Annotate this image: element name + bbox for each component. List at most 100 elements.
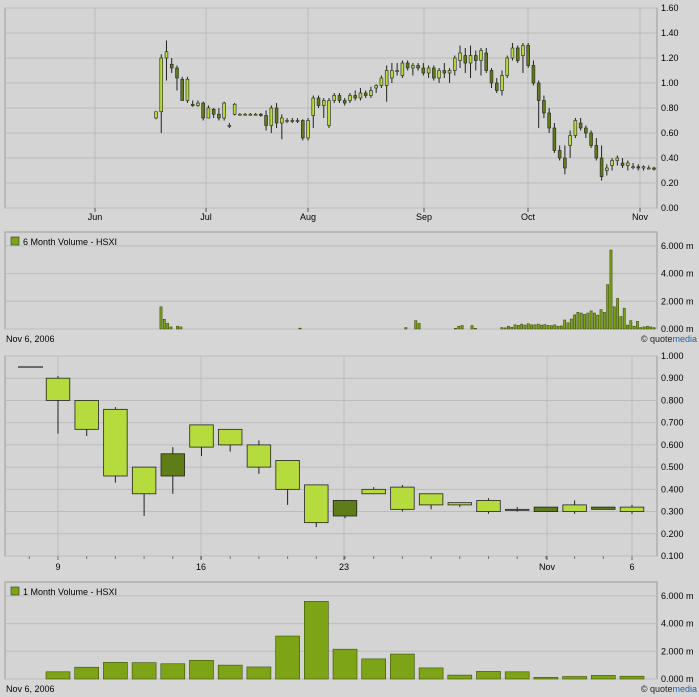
price-1m-candle-body [562, 504, 587, 512]
volume-bar [275, 635, 300, 680]
price-6m-candle-body [175, 67, 179, 79]
price-6m-candle-body [479, 50, 483, 61]
price-6m-candle-body [232, 103, 237, 115]
price-6m-candle-body [290, 120, 295, 122]
price-1m-candle-body [275, 460, 300, 490]
price-6m-candle-body [154, 111, 158, 119]
price-6m-ytick-label: 1.60 [661, 3, 679, 13]
price-6m-candle-body [301, 120, 305, 139]
price-1m-candle-body [74, 400, 99, 430]
price-6m-candle-body [363, 92, 368, 96]
price-6m-candle-body [342, 100, 347, 104]
price-6m-xtick-label: Oct [521, 212, 536, 222]
price-6m-candle-body [353, 95, 357, 99]
price-6m-candle-body [474, 55, 478, 61]
volume-bar [159, 306, 163, 330]
price-1m-candle-body [218, 428, 243, 446]
price-1m-ytick-label: 0.400 [661, 484, 684, 494]
volume-bar [645, 325, 649, 330]
price-1m-candle-body [591, 506, 616, 510]
price-1m-candle-body [189, 424, 214, 448]
volume-bar [589, 310, 593, 330]
volume-bar [562, 676, 587, 680]
price-6m-candle-body [400, 62, 405, 76]
price-1m-candle-body [418, 493, 444, 506]
volume-bar [602, 312, 606, 330]
price-6m-ytick-label: 0.00 [661, 203, 679, 213]
price-6m-xtick-label: Sep [416, 212, 432, 222]
volume-ytick-label: 4.000 m [661, 269, 694, 279]
volume-bar [569, 318, 573, 330]
volume-bar [507, 325, 510, 330]
price-1m-ytick-label: 0.200 [661, 529, 684, 539]
price-6m-candle-body [584, 127, 588, 134]
price-1m-candle-body [304, 484, 329, 524]
volume-bar [652, 327, 656, 330]
price-6m-candle-body [206, 107, 211, 119]
price-6m-candle-body [468, 55, 473, 64]
volume-bar [619, 675, 645, 680]
volume-bar [526, 323, 530, 330]
price-6m-candle-body [295, 120, 300, 122]
price-6m-candle-body [238, 113, 242, 116]
price-6m-candle-body [552, 127, 557, 151]
price-6m-candle-body [348, 95, 352, 101]
price-6m-candle-body [536, 82, 541, 101]
volume-date-label: Nov 6, 2006 [6, 334, 55, 344]
volume-ytick-label: 2.000 m [661, 646, 694, 656]
price-6m-candle-body [610, 160, 614, 166]
price-6m-candle-body [615, 157, 620, 161]
price-6m-candle-body [489, 70, 494, 84]
price-6m-candle-body [589, 132, 593, 146]
volume-bar [566, 322, 570, 330]
volume-bar [573, 314, 576, 330]
price-6m-candle-body [311, 97, 316, 116]
price-1m-candle-body [160, 453, 185, 477]
price-6m-candle-body [626, 162, 630, 166]
volume-bar [103, 662, 128, 680]
price-6m-candle-body [285, 120, 289, 122]
price-1m-candle-body [390, 486, 415, 510]
volume-bar [45, 671, 71, 680]
volume-bar [556, 325, 560, 330]
volume-bar [619, 316, 623, 330]
price-6m-candle-body [521, 45, 525, 56]
quotemedia-logo: © quotemedia [641, 334, 697, 344]
price-1m-ytick-label: 0.800 [661, 395, 684, 405]
price-6m-candle-body [484, 52, 488, 71]
price-1m-ytick-label: 0.100 [661, 551, 684, 561]
price-6m-candle-body [280, 117, 284, 124]
volume-bar [612, 306, 616, 330]
price-6m-candle-body [217, 113, 221, 119]
price-6m-candle-body [578, 122, 583, 129]
volume-bar [417, 323, 421, 330]
volume-ytick-label: 6.000 m [661, 591, 694, 601]
price-6m-xtick-label: Jun [88, 212, 103, 222]
volume-date-label: Nov 6, 2006 [6, 684, 55, 694]
price-6m-candle-body [379, 77, 384, 86]
price-6m-candle-body [631, 166, 635, 169]
price-1m-candle-body [476, 500, 501, 512]
volume-bar [579, 312, 583, 330]
price-6m-candle-body [395, 70, 399, 72]
price-6m-candle-body [437, 70, 441, 79]
price-6m-candle-body [458, 52, 462, 61]
price-6m-ytick-label: 1.20 [661, 53, 679, 63]
price-1m-xtick-label: 23 [339, 562, 349, 572]
volume-bar [536, 323, 540, 330]
price-1m-candle-body [361, 488, 386, 495]
volume-ytick-label: 0.000 m [661, 324, 694, 334]
price-6m-ytick-label: 0.20 [661, 178, 679, 188]
volume-bar [176, 325, 179, 330]
volume-bar [74, 666, 99, 680]
price-1m-xtick-label: 9 [55, 562, 60, 572]
price-6m-candle-body [405, 62, 410, 69]
price-6m-candle-body [169, 63, 174, 69]
price-1m-candle-body [447, 502, 472, 506]
volume-bar [599, 309, 603, 330]
volume-bar [162, 318, 166, 330]
volume-bar [533, 324, 537, 330]
price-6m-candle-body [222, 102, 226, 119]
price-1m-candle-body [131, 466, 157, 495]
price-6m-candle-body [636, 166, 641, 169]
